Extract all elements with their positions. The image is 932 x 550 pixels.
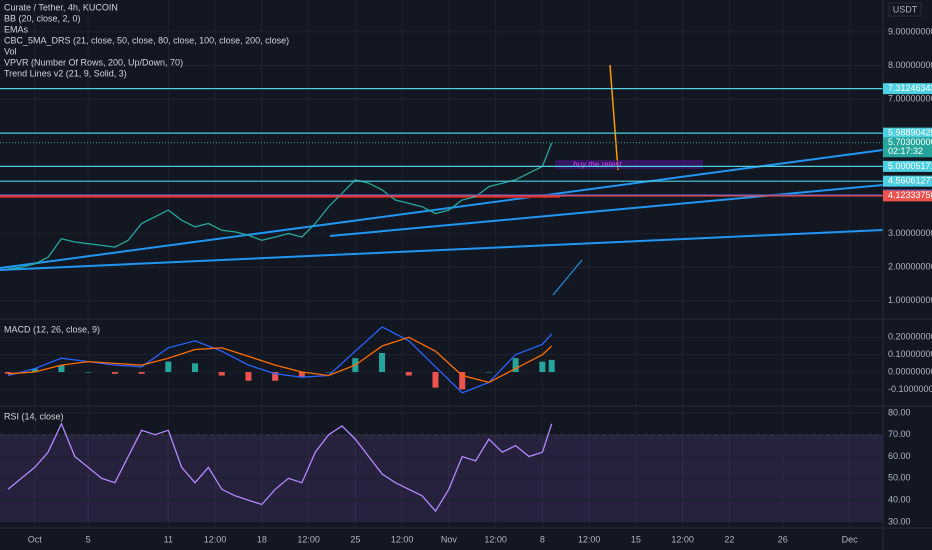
currency-box [888, 2, 922, 17]
y-tick-label: 0.00000000 [888, 366, 932, 376]
histogram-bar [192, 363, 199, 373]
series-line [7, 422, 553, 513]
indicator-label: VPVR (Number Of Rows, 200, Up/Down, 70) [4, 57, 183, 67]
y-tick-label: -0.10000000 [888, 384, 932, 394]
histogram-bar [165, 361, 172, 373]
last-price-bg [883, 137, 932, 158]
indicator-label: BB (20, close, 2, 0) [4, 13, 81, 23]
series-line [7, 326, 553, 394]
trend-line [329, 184, 884, 237]
histogram-bar [31, 368, 38, 373]
histogram-bar [85, 372, 92, 373]
indicator-label: EMAs [4, 24, 29, 34]
annotation-box [555, 160, 703, 169]
arrow [552, 259, 583, 296]
price-label: 7.31246343 [888, 83, 932, 93]
price-label: 5.00005171 [888, 161, 932, 171]
y-tick-label: 8.00000000 [888, 60, 932, 70]
x-tick-label: 12:00 [391, 534, 414, 544]
histogram-bar [379, 352, 386, 373]
y-tick-label: 2.00000000 [888, 262, 932, 272]
price-axis: Oct 5 11 12:00 18 12:00 25 12:00 Nov 12:00 8 12:00 1… [28, 26, 932, 544]
price-label-bg [883, 127, 932, 139]
indicator-label: CBC_5MA_DRS (21, close, 50, close, 80, c… [4, 35, 289, 45]
price-label: 5.98890425 [888, 128, 932, 138]
price-label: 4.56061277 [888, 176, 932, 186]
x-tick-label: 12:00 [204, 534, 227, 544]
histogram-bar [512, 358, 519, 373]
histogram-bar [5, 372, 12, 374]
annotation: buy the retest [573, 160, 622, 169]
trend-line [0, 149, 884, 269]
histogram-bar [432, 372, 439, 388]
histogram-bar [298, 372, 305, 378]
x-tick-label: 25 [350, 534, 360, 544]
y-tick-label: 50.00 [888, 473, 911, 483]
y-tick-label: 0.20000000 [888, 332, 932, 342]
x-tick-label: 12:00 [297, 534, 320, 544]
x-tick-label: 15 [631, 534, 641, 544]
histogram-bar [272, 372, 279, 381]
y-tick-label: 30.00 [888, 516, 911, 526]
histogram-bar [405, 372, 412, 376]
x-tick-label: 26 [778, 534, 788, 544]
x-tick-label: 12:00 [671, 534, 694, 544]
x-tick-label: Nov [441, 534, 458, 544]
legend: Curate / Tether, 4h, KUCOIN USDT BB (20,… [4, 2, 922, 421]
price-label-bg [883, 83, 932, 95]
histogram-bar [218, 372, 225, 376]
x-tick-label: 22 [724, 534, 734, 544]
y-tick-label: 9.00000000 [888, 26, 932, 36]
drawings: buy the retest [0, 64, 884, 296]
x-tick-label: 12:00 [578, 534, 601, 544]
price-label-bg [883, 190, 932, 202]
x-tick-label: 12:00 [484, 534, 507, 544]
price-label: 4.12333750 [888, 190, 932, 200]
indicator-label: Trend Lines v2 (21, 9, Solid, 3) [4, 68, 127, 78]
histogram-bar [325, 372, 332, 373]
histogram-bar [111, 372, 118, 374]
symbol-title: Curate / Tether, 4h, KUCOIN [4, 2, 118, 12]
x-tick-label: Dec [842, 534, 859, 544]
price-label-bg [883, 175, 932, 187]
histogram-bar [138, 372, 145, 374]
currency: USDT [893, 4, 918, 14]
histogram-bar [245, 372, 252, 381]
histogram-bar [58, 365, 65, 373]
marks [0, 88, 883, 513]
y-tick-label: 70.00 [888, 429, 911, 439]
pane-title: RSI (14, close) [4, 411, 64, 421]
last-price-label: 5.70300000 [888, 137, 932, 147]
y-tick-label: 1.00000000 [888, 295, 932, 305]
price-label-bg [883, 160, 932, 172]
arrow [609, 64, 619, 171]
trend-line [0, 229, 884, 271]
y-tick-label: 7.00000000 [888, 94, 932, 104]
indicator-label: Vol [4, 46, 17, 56]
x-tick-label: 8 [540, 534, 545, 544]
pane-title: MACD (12, 26, close, 9) [4, 324, 100, 334]
y-tick-label: 0.10000000 [888, 349, 932, 359]
histogram-bar [485, 372, 492, 373]
y-tick-label: 3.00000000 [888, 228, 932, 238]
x-tick-label: 5 [86, 534, 91, 544]
y-tick-label: 60.00 [888, 451, 911, 461]
histogram-bar [459, 372, 466, 390]
y-tick-label: 80.00 [888, 407, 911, 417]
x-tick-label: 11 [164, 534, 173, 544]
y-tick-label: 40.00 [888, 495, 911, 505]
countdown: 02:17:32 [888, 146, 923, 156]
histogram-bar [548, 359, 555, 373]
x-tick-label: Oct [28, 534, 43, 544]
x-tick-label: 18 [257, 534, 267, 544]
series-line [7, 142, 553, 270]
series-line [7, 336, 553, 384]
grid [0, 0, 883, 528]
histogram-bar [539, 361, 546, 373]
